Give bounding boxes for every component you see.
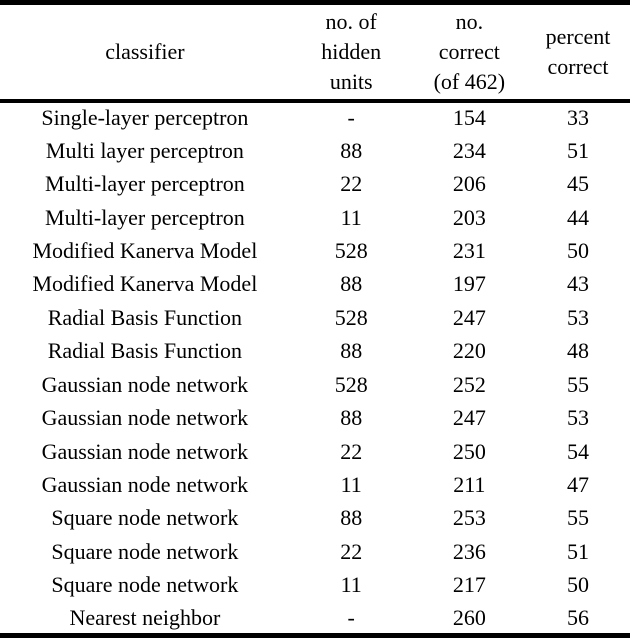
classifier-cell: Modified Kanerva Model	[32, 271, 258, 297]
no-correct-cell: 250	[452, 438, 486, 464]
hidden-units-cell: 11	[340, 204, 362, 230]
percent-correct-cell: 55	[567, 371, 590, 397]
hidden-units-cell: 528	[334, 237, 368, 263]
classifier-cell: Gaussian node network	[41, 371, 249, 397]
classifier-cell: Square node network	[51, 505, 239, 531]
no-correct-cell: 154	[452, 105, 486, 131]
hidden-units-cell: 88	[340, 137, 363, 163]
classifier-cell: Multi layer perceptron	[45, 137, 244, 163]
no-correct-cell: 247	[452, 304, 486, 330]
percent-correct-cell: 54	[567, 438, 590, 464]
classifier-cell: Gaussian node network	[41, 405, 249, 431]
table-row: Radial Basis Function 88 220 48	[0, 335, 630, 368]
hidden-units-cell: 22	[340, 538, 363, 564]
column-header-percent-correct: percent correct	[545, 23, 611, 79]
table-row: Multi layer perceptron 88 234 51	[0, 134, 630, 167]
hidden-units-cell: 88	[340, 338, 363, 364]
table-row: Gaussian node network 528 252 55	[0, 368, 630, 401]
classifier-cell: Modified Kanerva Model	[32, 237, 258, 263]
table-row: Gaussian node network 11 211 47	[0, 468, 630, 501]
no-correct-cell: 247	[452, 405, 486, 431]
no-correct-cell: 211	[453, 472, 486, 498]
table-row: Square node network 88 253 55	[0, 502, 630, 535]
percent-correct-cell: 56	[567, 604, 590, 630]
hidden-units-cell: -	[347, 604, 355, 630]
table-row: Square node network 22 236 51	[0, 535, 630, 568]
hidden-units-cell: 528	[334, 304, 368, 330]
hidden-units-cell: 88	[340, 505, 363, 531]
no-correct-cell: 260	[452, 604, 486, 630]
percent-correct-cell: 47	[567, 472, 590, 498]
hidden-units-cell: -	[347, 105, 355, 131]
table-row: Modified Kanerva Model 88 197 43	[0, 268, 630, 301]
classifier-cell: Radial Basis Function	[47, 338, 243, 364]
classifier-cell: Multi-layer perceptron	[45, 204, 245, 230]
no-correct-cell: 206	[452, 171, 486, 197]
header-row: classifier no. of hidden units no. corre…	[0, 3, 630, 101]
percent-correct-cell: 51	[567, 137, 590, 163]
column-header-classifier: classifier	[105, 38, 185, 64]
table-row: Gaussian node network 22 250 54	[0, 435, 630, 468]
percent-correct-cell: 44	[567, 204, 590, 230]
percent-correct-cell: 51	[567, 538, 590, 564]
no-correct-cell: 234	[452, 137, 486, 163]
percent-correct-cell: 50	[567, 572, 590, 598]
no-correct-cell: 197	[452, 271, 486, 297]
table-header: classifier no. of hidden units no. corre…	[0, 3, 630, 101]
no-correct-cell: 203	[452, 204, 486, 230]
table-body: Single-layer perceptron - 154 33 Multi layer…	[0, 101, 630, 636]
table-row: Nearest neighbor - 260 56	[0, 602, 630, 635]
column-header-hidden-units: no. of hidden units	[321, 8, 382, 94]
no-correct-cell: 220	[452, 338, 486, 364]
table-row: Gaussian node network 88 247 53	[0, 401, 630, 434]
percent-correct-cell: 53	[567, 304, 590, 330]
table-row: Radial Basis Function 528 247 53	[0, 301, 630, 334]
no-correct-cell: 253	[452, 505, 486, 531]
table-row: Single-layer perceptron - 154 33	[0, 101, 630, 134]
percent-correct-cell: 55	[567, 505, 590, 531]
no-correct-cell: 231	[452, 237, 486, 263]
classifier-cell: Single-layer perceptron	[41, 105, 249, 131]
percent-correct-cell: 53	[567, 405, 590, 431]
classifier-cell: Gaussian node network	[41, 472, 249, 498]
no-correct-cell: 252	[452, 371, 486, 397]
hidden-units-cell: 11	[340, 472, 362, 498]
percent-correct-cell: 48	[567, 338, 590, 364]
table-row: Multi-layer perceptron 22 206 45	[0, 167, 630, 200]
classifier-cell: Square node network	[51, 572, 239, 598]
classifier-cell: Nearest neighbor	[69, 604, 221, 630]
table-row: Square node network 11 217 50	[0, 569, 630, 602]
percent-correct-cell: 33	[567, 105, 590, 131]
hidden-units-cell: 11	[340, 572, 362, 598]
hidden-units-cell: 88	[340, 271, 363, 297]
hidden-units-cell: 22	[340, 171, 363, 197]
classifier-cell: Multi-layer perceptron	[45, 171, 245, 197]
percent-correct-cell: 45	[567, 171, 590, 197]
no-correct-cell: 217	[452, 572, 486, 598]
column-header-no-correct: no. correct (of 462)	[433, 8, 506, 94]
hidden-units-cell: 22	[340, 438, 363, 464]
no-correct-cell: 236	[452, 538, 486, 564]
hidden-units-cell: 528	[334, 371, 368, 397]
classifier-cell: Radial Basis Function	[47, 304, 243, 330]
table-row: Multi-layer perceptron 11 203 44	[0, 201, 630, 234]
classifier-cell: Gaussian node network	[41, 438, 249, 464]
hidden-units-cell: 88	[340, 405, 363, 431]
percent-correct-cell: 43	[567, 271, 590, 297]
percent-correct-cell: 50	[567, 237, 590, 263]
classifier-cell: Square node network	[51, 538, 239, 564]
table-row: Modified Kanerva Model 528 231 50	[0, 234, 630, 267]
